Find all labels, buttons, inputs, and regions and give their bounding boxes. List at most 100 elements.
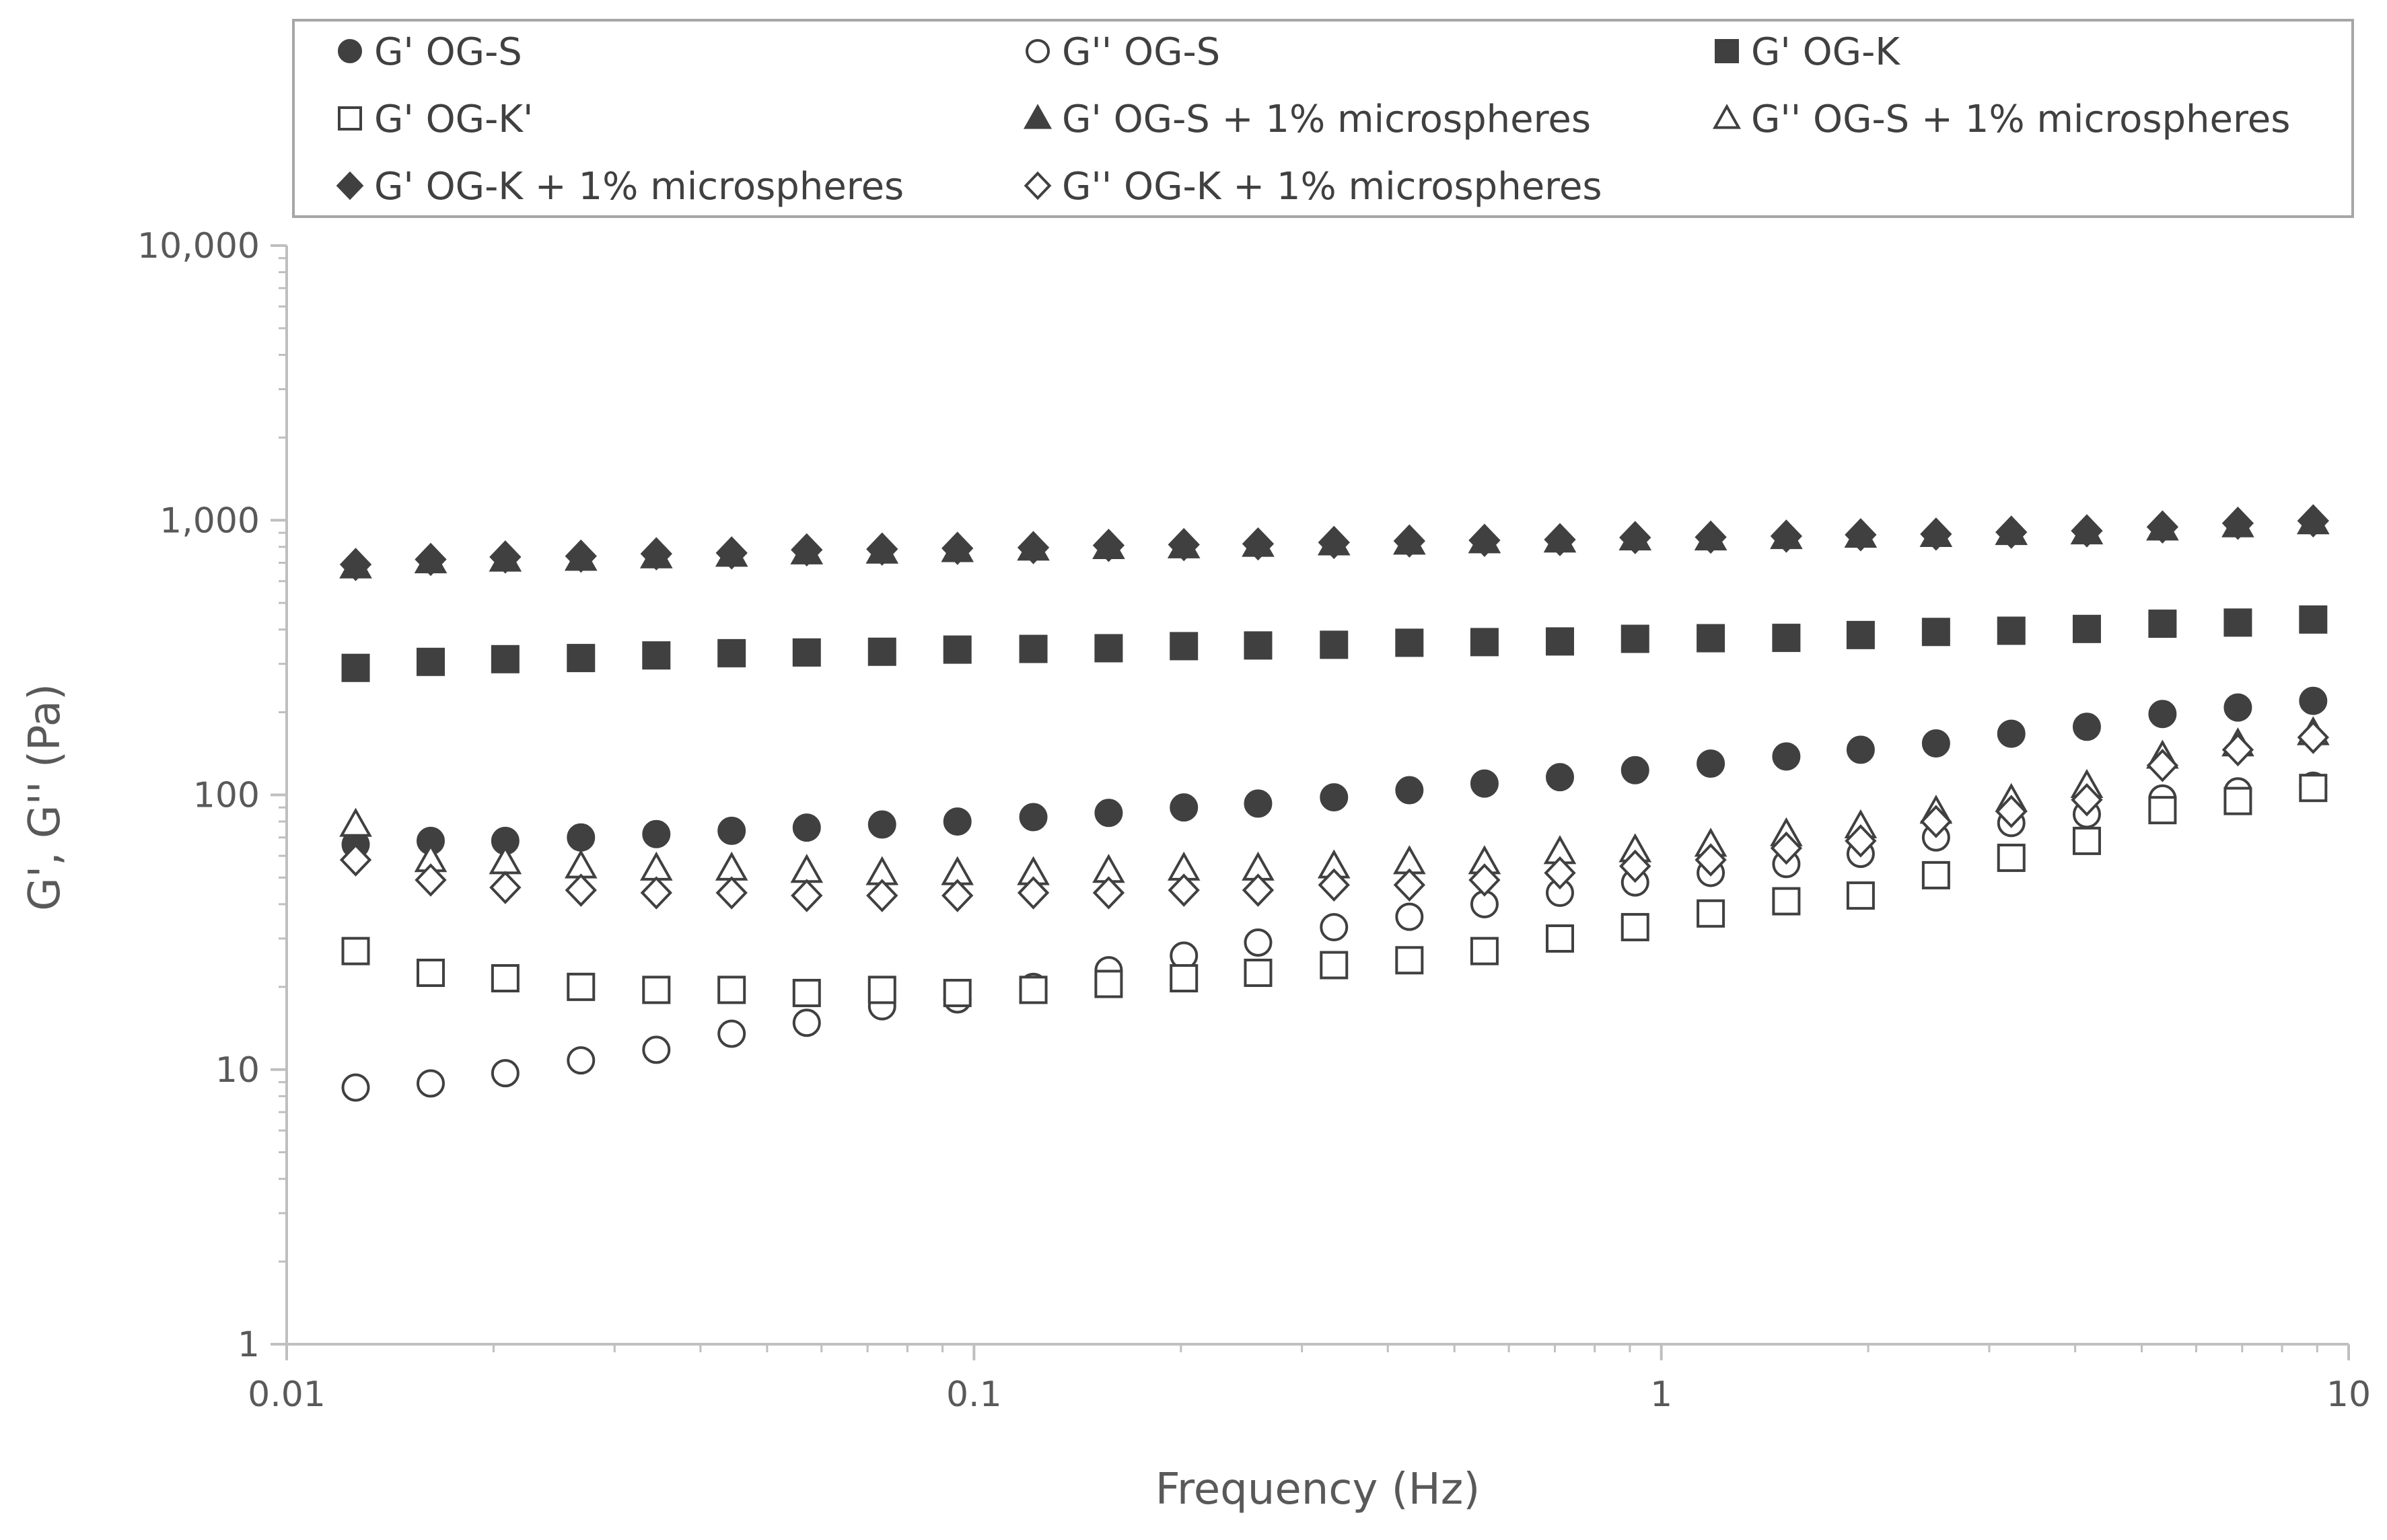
data-point [1697,749,1725,778]
data-point [1244,928,1273,957]
data-point [1168,527,1200,562]
data-point [567,972,596,1001]
legend-entry: G'' OG-K + 1% microspheres [1024,165,1602,209]
data-point [1697,624,1725,653]
data-point [867,810,896,839]
data-point [715,536,748,570]
data-point [416,647,445,676]
data-point [1921,618,1950,647]
data-point [866,532,898,566]
data-point [1017,531,1050,564]
x-tick-label: 10 [2326,1374,2371,1415]
data-point [1920,805,1952,838]
series-4 [341,774,2328,1007]
data-point [1468,863,1501,897]
data-point [1170,632,1199,661]
data-point [416,1069,445,1098]
data-point [2146,748,2179,782]
data-point [642,819,671,848]
x-tick-label: 0.01 [248,1374,326,1415]
legend-entry: G'' OG-S + 1% microspheres [1712,98,2290,141]
data-point [1845,518,1877,552]
series-7 [339,504,2329,581]
data-point [1845,824,1877,858]
data-point [565,873,597,907]
y-tick-label: 1,000 [159,501,260,541]
y-axis-title: G', G'' (Pa) [20,684,70,911]
data-point [717,1019,746,1048]
legend-frame [292,19,2354,218]
data-point [1019,634,1048,663]
data-point [2148,700,2177,729]
series-1 [341,686,2328,859]
data-point [341,937,370,965]
data-point [491,645,520,673]
data-point [1921,860,1950,889]
data-point [1997,616,2026,645]
data-point [2071,782,2103,817]
data-point [2148,796,2177,825]
data-point [941,531,974,565]
data-point [2072,712,2101,741]
data-point [1920,517,1952,551]
data-point [1019,976,1048,1004]
data-point [491,1059,520,1088]
data-point [491,964,520,993]
data-point [1772,624,1801,653]
data-point [339,843,372,877]
data-point [1697,899,1725,928]
x-tick-label: 1 [1650,1374,1672,1415]
data-point [565,539,597,573]
data-point [2297,504,2329,538]
data-point [792,813,821,842]
series-8 [339,721,2329,912]
legend-entry: G' OG-K + 1% microspheres [336,165,904,209]
data-point [792,1009,821,1037]
data-point [792,978,821,1007]
data-point [642,1035,671,1064]
data-point [2297,721,2329,754]
data-point [2221,506,2254,540]
data-point [1619,521,1651,554]
y-tick-label: 1 [238,1325,260,1365]
legend-entry: G' OG-S + 1% microspheres [1023,98,1591,141]
legend-marker [338,39,362,63]
data-point [1094,969,1123,998]
data-point [1997,719,2026,748]
legend-entry: G' OG-K' [338,98,533,141]
data-point [2071,514,2103,548]
data-point [1393,868,1425,902]
data-point [943,978,972,1007]
data-point [1695,843,1727,877]
data-point [642,641,671,670]
data-point [1170,793,1199,822]
data-point [1470,628,1499,657]
data-point [1770,831,1803,865]
legend-marker [1024,171,1052,200]
data-point [489,871,522,904]
data-point [1545,627,1574,656]
data-point [1772,742,1801,771]
data-point [1545,763,1574,792]
data-point [1320,951,1349,980]
data-point [640,537,672,571]
data-point [1545,924,1574,953]
data-point [1019,803,1048,832]
data-point [1318,525,1350,560]
data-point [415,863,447,897]
legend-entry: G' OG-K [1715,30,1900,74]
data-point [339,548,372,581]
data-point [1244,631,1273,660]
legend-label: G'' OG-K + 1% microspheres [1062,165,1602,209]
plot-area [339,504,2330,1102]
legend-marker [1715,39,1739,63]
data-point [1544,856,1576,890]
legend-label: G'' OG-S + 1% microspheres [1751,98,2290,141]
data-point [1470,937,1499,965]
data-point [1846,620,1875,649]
data-point [867,976,896,1004]
legend-marker [338,106,362,131]
legend-entry: G' OG-S [338,30,522,74]
data-point [2221,733,2254,767]
